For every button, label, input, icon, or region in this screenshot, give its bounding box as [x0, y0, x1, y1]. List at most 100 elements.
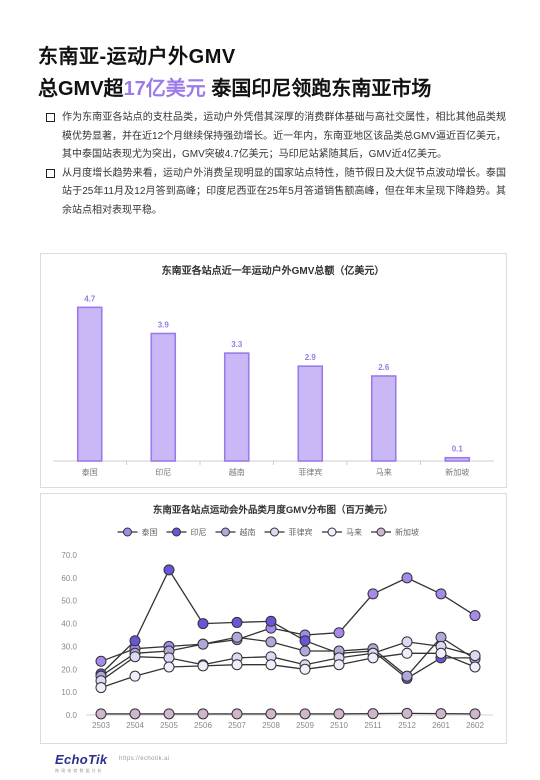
bar-chart-panel: 东南亚各站点近一年运动户外GMV总额（亿美元） 4.7 泰国 3.9 印尼 3.3 越南 2.… — [40, 253, 507, 488]
legend-marker — [123, 527, 132, 537]
data-point — [129, 635, 141, 647]
legend-marker — [270, 527, 279, 537]
x-tick-label: 2507 — [228, 721, 246, 730]
bar-category-label: 越南 — [229, 467, 245, 477]
legend-item: 菲律宾 — [264, 527, 313, 537]
legend-item: 新加坡 — [371, 527, 419, 537]
bullet-list: 作为东南亚各站点的支柱品类，运动户外凭借其深厚的消费群体基础与高社交属性，相比其… — [46, 109, 506, 220]
x-tick-label: 2505 — [160, 721, 178, 730]
page-subtitle: 总GMV超17亿美元 泰国印尼领跑东南亚市场 — [38, 72, 431, 101]
data-point — [231, 659, 243, 671]
data-point — [299, 708, 311, 720]
data-point — [265, 708, 277, 720]
data-point — [401, 636, 413, 648]
bar — [370, 375, 397, 462]
line-chart-title: 东南亚各站点运动会外品类月度GMV分布图（百万美元） — [153, 504, 393, 516]
series-line — [100, 577, 476, 662]
y-tick-label: 70.0 — [61, 551, 77, 560]
bar-category-label: 新加坡 — [445, 467, 469, 477]
subtitle-highlight: 17亿美元 — [123, 78, 206, 100]
bar-category-label: 马来 — [376, 468, 392, 477]
data-point — [163, 661, 175, 673]
subtitle-part-1: 总GMV超 — [38, 78, 124, 100]
data-point — [231, 631, 243, 643]
data-point — [333, 627, 345, 639]
bar-category-label: 菲律宾 — [298, 467, 322, 477]
echotik-logo: EchoTik — [55, 752, 108, 767]
bar-chart-title: 东南亚各站点近一年运动户外GMV总额（亿美元） — [162, 264, 385, 277]
line-chart-panel: 东南亚各站点运动会外品类月度GMV分布图（百万美元） 泰国 印尼 越南 菲律宾 马来 新加坡… — [40, 493, 507, 744]
square-bullet-icon — [46, 168, 55, 178]
y-tick-label: 60.0 — [61, 574, 77, 583]
legend-item: 马来 — [322, 527, 362, 537]
data-point — [163, 652, 175, 664]
data-point — [435, 588, 447, 600]
data-point — [231, 708, 243, 720]
bar — [297, 365, 324, 462]
data-point — [401, 707, 413, 719]
series-line — [100, 636, 476, 677]
data-point — [197, 660, 209, 672]
data-point — [401, 572, 413, 584]
y-tick-label: 10.0 — [61, 688, 77, 697]
legend-marker — [172, 527, 181, 537]
line-chart: 东南亚各站点运动会外品类月度GMV分布图（百万美元） 泰国 印尼 越南 菲律宾 马来 新加坡… — [61, 504, 493, 730]
data-point — [367, 652, 379, 664]
legend-label: 越南 — [240, 527, 256, 537]
series — [95, 647, 481, 694]
series — [95, 707, 481, 720]
series — [95, 564, 481, 684]
bar-data-label: 3.9 — [158, 321, 170, 330]
legend-marker — [327, 527, 337, 537]
y-tick-label: 0.0 — [66, 711, 78, 720]
data-point — [401, 647, 413, 659]
y-tick-label: 20.0 — [61, 665, 77, 674]
x-tick-label: 2511 — [364, 721, 382, 730]
legend-item: 泰国 — [117, 527, 158, 537]
x-tick-label: 2602 — [466, 721, 484, 730]
legend-label: 新加坡 — [395, 527, 419, 537]
x-tick-label: 2601 — [432, 721, 450, 730]
data-point — [435, 708, 447, 720]
data-point — [299, 645, 311, 657]
data-point — [197, 638, 209, 650]
bar-data-label: 2.9 — [305, 353, 317, 362]
square-bullet-icon — [46, 113, 55, 122]
legend-marker — [221, 527, 230, 537]
bar — [76, 306, 103, 462]
legend-label: 泰国 — [142, 527, 158, 537]
data-point — [435, 631, 447, 643]
bar-data-label: 3.3 — [231, 340, 243, 349]
data-point — [129, 708, 141, 720]
logo-tagline: 跨 境 电 商 数 据 分 析 — [55, 768, 103, 773]
data-point — [231, 616, 243, 628]
x-tick-label: 2506 — [194, 721, 212, 730]
y-tick-label: 40.0 — [61, 620, 77, 629]
x-tick-label: 2508 — [262, 721, 280, 730]
x-tick-label: 2503 — [92, 721, 110, 730]
data-point — [265, 636, 277, 648]
bullet-item: 从月度增长趋势来看，运动户外消费呈现明显的国家站点特性，随节假日及大促节点波动增… — [46, 165, 506, 221]
data-point — [129, 651, 141, 663]
series-line — [100, 568, 475, 680]
bar-chart: 东南亚各站点近一年运动户外GMV总额（亿美元） 4.7 泰国 3.9 印尼 3.3 越南 2.… — [53, 264, 494, 477]
series-line — [101, 712, 476, 715]
data-point — [95, 708, 107, 720]
data-point — [435, 647, 447, 659]
legend-item: 越南 — [215, 527, 256, 537]
data-point — [469, 661, 481, 673]
data-point — [129, 670, 141, 682]
bar-data-label: 4.7 — [84, 294, 96, 303]
data-point — [197, 708, 209, 720]
legend-label: 印尼 — [191, 528, 207, 537]
bar-category-label: 泰国 — [82, 467, 98, 477]
bar — [150, 332, 177, 462]
data-point — [197, 618, 209, 630]
data-point — [265, 615, 277, 627]
subtitle-part-2: 泰国印尼领跑东南亚市场 — [205, 78, 432, 100]
bar-category-label: 印尼 — [155, 468, 171, 477]
bar-data-label: 2.6 — [378, 363, 390, 372]
data-point — [401, 670, 413, 682]
bullet-text: 作为东南亚各站点的支柱品类，运动户外凭借其深厚的消费群体基础与高社交属性，相比其… — [62, 112, 506, 160]
data-point — [333, 659, 345, 671]
